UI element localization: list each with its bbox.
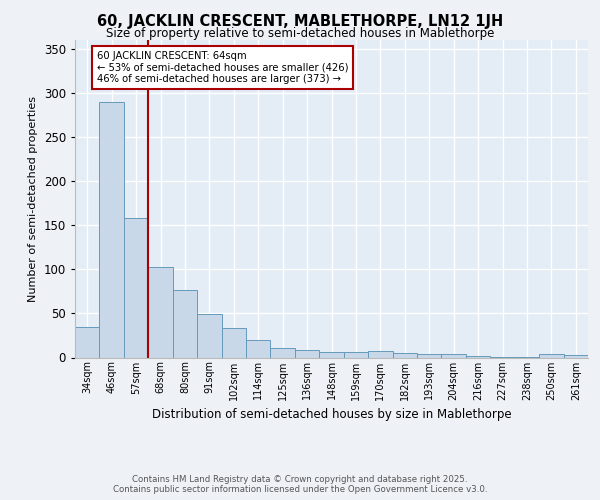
Bar	[368, 352, 392, 358]
Bar	[246, 340, 271, 357]
X-axis label: Distribution of semi-detached houses by size in Mablethorpe: Distribution of semi-detached houses by …	[152, 408, 511, 421]
Bar	[563, 355, 588, 358]
Bar	[173, 290, 197, 358]
Bar	[75, 326, 100, 358]
Bar	[319, 352, 344, 358]
Text: Size of property relative to semi-detached houses in Mablethorpe: Size of property relative to semi-detach…	[106, 28, 494, 40]
Y-axis label: Number of semi-detached properties: Number of semi-detached properties	[28, 96, 38, 302]
Bar	[221, 328, 246, 358]
Bar	[295, 350, 319, 358]
Bar	[124, 218, 148, 358]
Bar	[539, 354, 563, 358]
Bar	[344, 352, 368, 358]
Text: Contains HM Land Registry data © Crown copyright and database right 2025.
Contai: Contains HM Land Registry data © Crown c…	[113, 474, 487, 494]
Text: 60 JACKLIN CRESCENT: 64sqm
← 53% of semi-detached houses are smaller (426)
46% o: 60 JACKLIN CRESCENT: 64sqm ← 53% of semi…	[97, 50, 349, 84]
Bar	[417, 354, 442, 358]
Bar	[148, 266, 173, 358]
Bar	[490, 356, 515, 358]
Bar	[392, 353, 417, 358]
Bar	[515, 356, 539, 358]
Bar	[442, 354, 466, 358]
Text: 60, JACKLIN CRESCENT, MABLETHORPE, LN12 1JH: 60, JACKLIN CRESCENT, MABLETHORPE, LN12 …	[97, 14, 503, 29]
Bar	[100, 102, 124, 358]
Bar	[197, 314, 221, 358]
Bar	[466, 356, 490, 358]
Bar	[271, 348, 295, 358]
